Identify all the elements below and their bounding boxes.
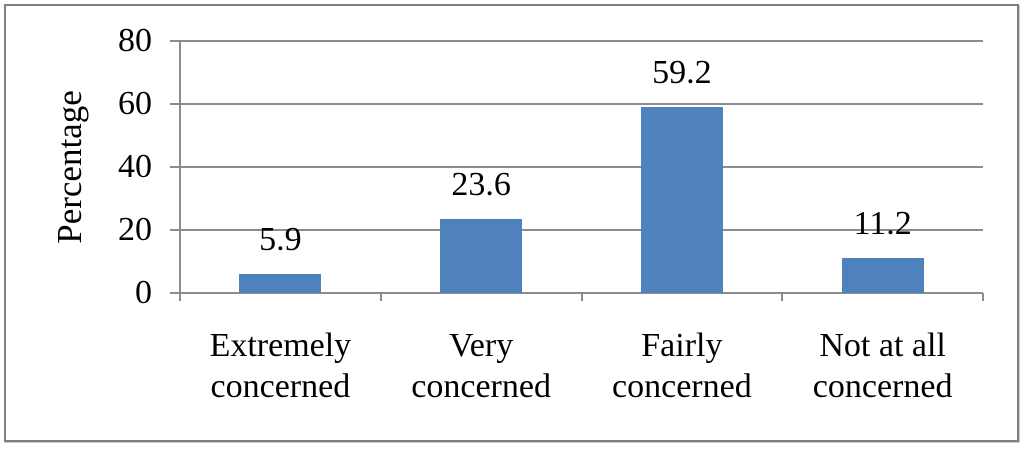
bar-value-label: 5.9: [259, 221, 302, 259]
bar-fairly-concerned: [640, 106, 723, 293]
x-axis-category-label: Not at all concerned: [812, 327, 953, 405]
bar-very-concerned: [440, 218, 523, 293]
y-axis-tick-label: 0: [135, 274, 152, 311]
bar-extremely-concerned: [239, 274, 322, 293]
x-axis-category-label: Fairly concerned: [612, 327, 752, 405]
x-axis-category-label: Very concerned: [411, 327, 551, 405]
bar-not-at-all-concerned: [841, 257, 924, 293]
y-axis-tick-label: 40: [118, 148, 152, 185]
gridline: [170, 103, 983, 105]
x-axis-category-label: Extremely concerned: [209, 327, 352, 405]
y-axis-tick-label: 80: [118, 22, 152, 59]
x-axis-tick: [982, 293, 984, 301]
x-axis-tick: [781, 293, 784, 301]
y-axis-tick-label: 60: [118, 85, 152, 122]
gridline: [170, 40, 983, 42]
x-axis-line: [170, 292, 983, 294]
x-axis-tick: [379, 293, 382, 301]
gridline: [170, 229, 983, 231]
gridline: [170, 166, 983, 168]
bar-value-label: 59.2: [652, 53, 712, 91]
bar-value-label: 23.6: [451, 165, 511, 203]
bar-value-label: 11.2: [853, 204, 912, 242]
y-axis-tick-label: 20: [118, 211, 152, 248]
x-axis-tick: [580, 293, 583, 301]
y-axis-line: [179, 41, 181, 301]
